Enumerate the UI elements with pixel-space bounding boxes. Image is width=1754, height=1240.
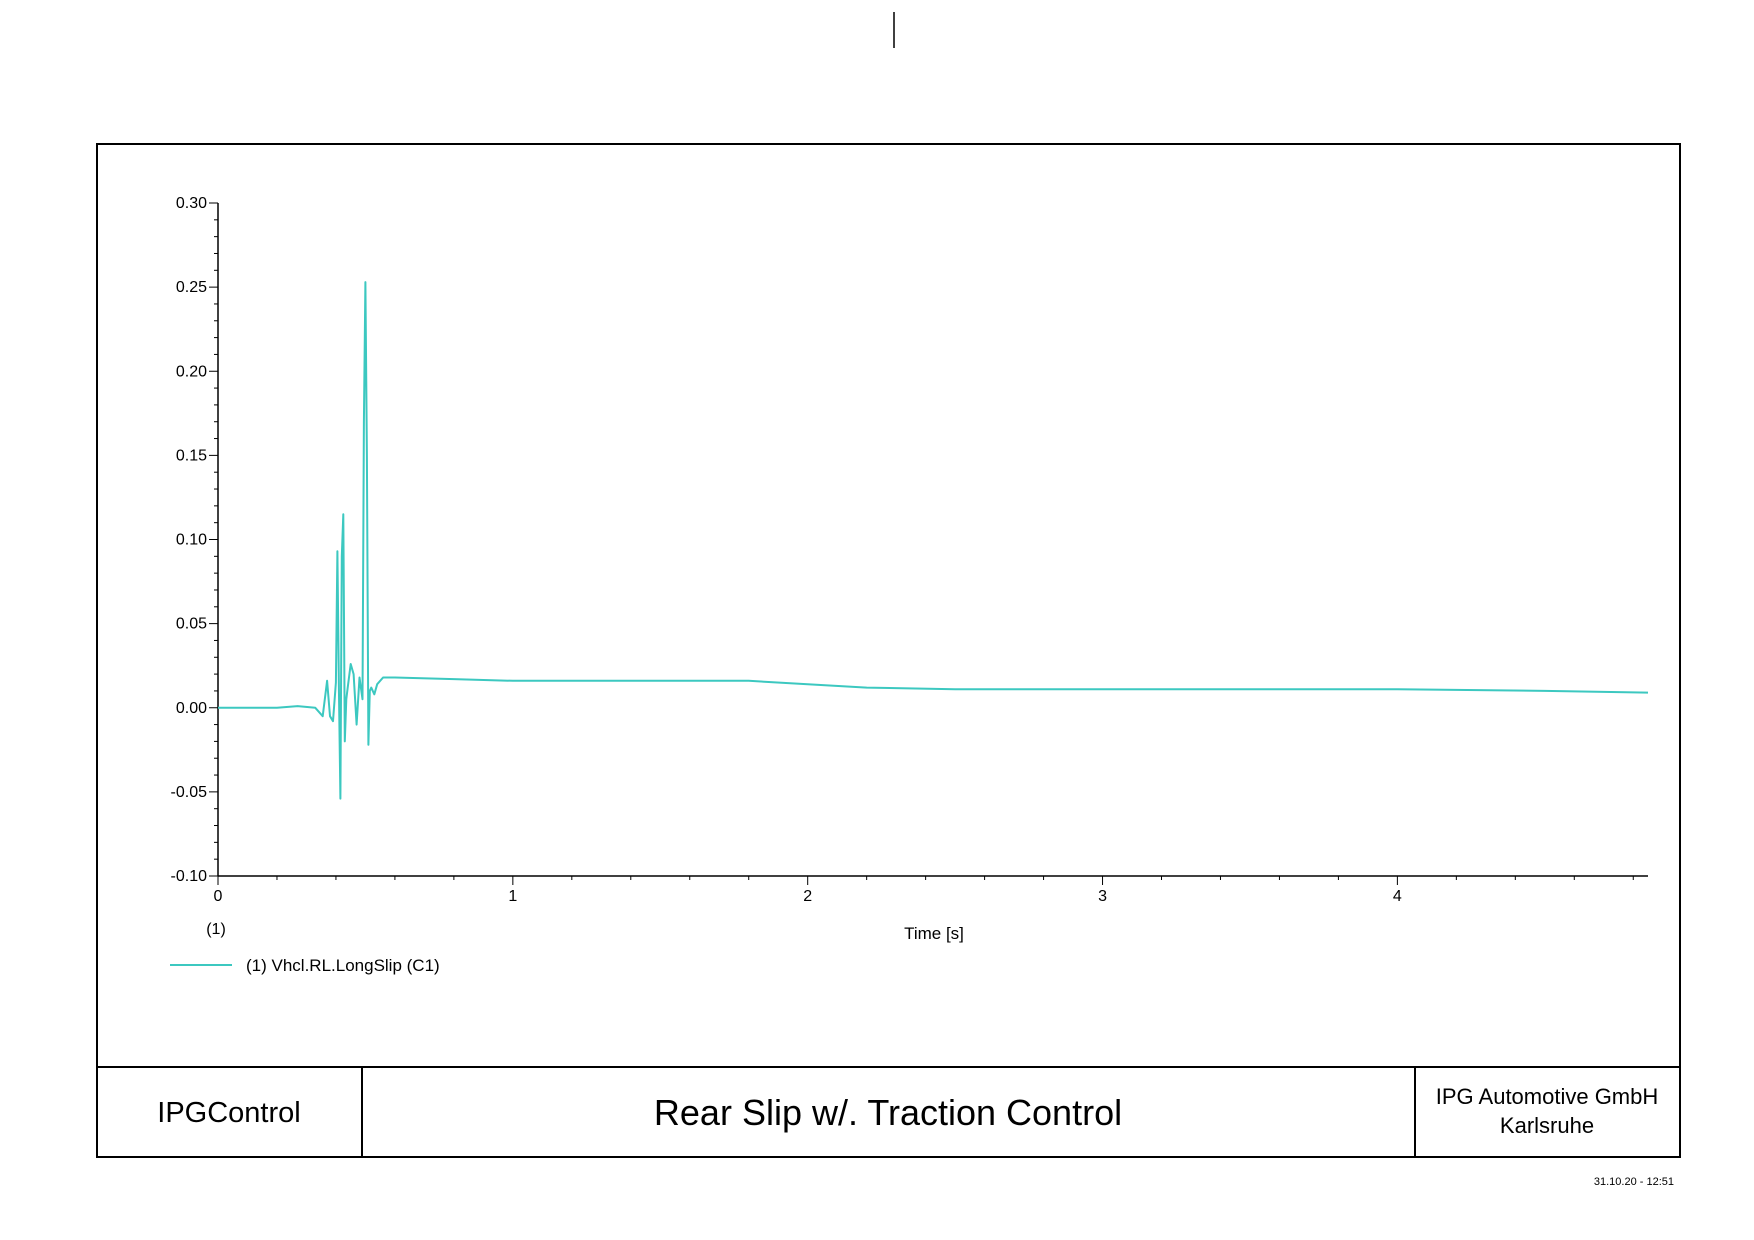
- footer-company-line1: IPG Automotive GmbH: [1436, 1084, 1659, 1109]
- y-tick-label: 0.30: [176, 195, 207, 212]
- footer-title-block: IPGControl Rear Slip w/. Traction Contro…: [97, 1066, 1680, 1157]
- x-tick-label: 0: [214, 888, 223, 905]
- footer-app-name: IPGControl: [157, 1097, 300, 1129]
- x-tick-label: 1: [508, 888, 517, 905]
- chart-area: -0.10 -0.05 0.00 0.05 0.10 0.15 0.20 0.25 0.30 0…: [171, 195, 1649, 905]
- legend: (1) Vhcl.RL.LongSlip (C1): [170, 956, 440, 975]
- axis-index-label: (1): [206, 921, 226, 938]
- y-tick-label: -0.10: [171, 868, 208, 885]
- timestamp: 31.10.20 - 12:51: [1594, 1176, 1674, 1188]
- series-line: [218, 281, 1649, 800]
- y-tick-label: 0.05: [176, 616, 207, 633]
- x-axis: 0 1 2 3 4: [214, 875, 1648, 905]
- y-tick-label: -0.05: [171, 784, 208, 801]
- footer-company-line2: Karlsruhe: [1500, 1113, 1594, 1138]
- x-axis-title: Time [s]: [904, 924, 964, 943]
- y-axis: -0.10 -0.05 0.00 0.05 0.10 0.15 0.20 0.25 0.30: [171, 195, 219, 885]
- x-tick-label: 2: [803, 888, 812, 905]
- y-tick-label: 0.20: [176, 363, 207, 380]
- x-tick-label: 4: [1393, 888, 1402, 905]
- y-tick-label: 0.15: [176, 447, 207, 464]
- footer-title: Rear Slip w/. Traction Control: [654, 1092, 1122, 1133]
- x-tick-label: 3: [1098, 888, 1107, 905]
- y-tick-label: 0.25: [176, 279, 207, 296]
- y-tick-label: 0.10: [176, 532, 207, 549]
- series-group: [218, 281, 1649, 800]
- plot-frame: [96, 143, 1681, 1158]
- y-tick-label: 0.00: [176, 700, 207, 717]
- legend-label: (1) Vhcl.RL.LongSlip (C1): [246, 956, 440, 975]
